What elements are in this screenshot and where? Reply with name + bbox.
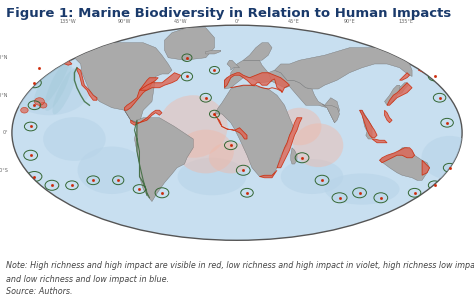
Text: Note: High richness and high impact are visible in red, low richness and high im: Note: High richness and high impact are … [6,261,474,270]
Polygon shape [380,148,415,163]
Polygon shape [360,110,377,138]
Ellipse shape [325,173,400,205]
Ellipse shape [21,107,28,113]
Polygon shape [419,60,435,73]
Text: 0°: 0° [2,130,8,135]
Text: and low richness and low impact in blue.: and low richness and low impact in blue. [6,275,169,284]
Text: 30°N: 30°N [0,93,8,98]
Ellipse shape [45,60,72,111]
Polygon shape [43,60,72,65]
Polygon shape [139,73,181,90]
Ellipse shape [78,147,146,194]
Polygon shape [27,58,47,68]
Polygon shape [360,110,372,139]
Polygon shape [277,118,302,168]
Polygon shape [215,114,247,139]
Polygon shape [387,83,412,105]
Polygon shape [274,48,412,89]
Polygon shape [135,118,193,201]
Polygon shape [206,50,221,54]
Text: 90°E: 90°E [344,19,356,24]
Polygon shape [164,28,215,60]
Ellipse shape [39,102,47,108]
Text: 45°W: 45°W [174,19,188,24]
Polygon shape [422,160,429,175]
Polygon shape [372,139,387,143]
Ellipse shape [9,63,90,115]
Polygon shape [259,170,277,178]
Polygon shape [268,70,339,123]
Text: 135°E: 135°E [398,19,413,24]
Ellipse shape [33,50,71,110]
Text: 90°W: 90°W [118,19,131,24]
Ellipse shape [209,142,253,173]
Polygon shape [77,68,97,100]
Ellipse shape [159,95,228,158]
Ellipse shape [178,158,246,195]
Polygon shape [227,60,239,70]
Ellipse shape [421,136,474,180]
Text: Source: Authors.: Source: Authors. [6,287,72,295]
Polygon shape [125,110,141,127]
Text: 135°W: 135°W [60,19,77,24]
Ellipse shape [43,117,106,161]
Polygon shape [384,85,402,105]
Polygon shape [447,183,452,190]
Polygon shape [131,110,162,125]
Text: 45°E: 45°E [287,19,299,24]
Ellipse shape [12,25,462,240]
Polygon shape [225,73,290,93]
Polygon shape [384,110,392,123]
Ellipse shape [53,69,76,114]
Polygon shape [400,83,408,94]
Ellipse shape [293,123,343,167]
Polygon shape [243,43,272,60]
Polygon shape [225,60,274,89]
Ellipse shape [281,159,343,194]
Polygon shape [27,43,172,123]
Polygon shape [400,73,410,80]
Polygon shape [215,85,293,176]
Text: 30°S: 30°S [0,168,8,173]
Ellipse shape [278,108,321,145]
Polygon shape [380,148,429,180]
Text: 60°N: 60°N [0,55,8,60]
Polygon shape [291,148,297,164]
Ellipse shape [178,130,234,173]
Ellipse shape [35,98,45,105]
Polygon shape [125,78,158,110]
Text: 0°: 0° [234,19,240,24]
Polygon shape [322,104,339,123]
Text: Figure 1: Marine Biodiversity in Relation to Human Impacts: Figure 1: Marine Biodiversity in Relatio… [6,7,451,20]
